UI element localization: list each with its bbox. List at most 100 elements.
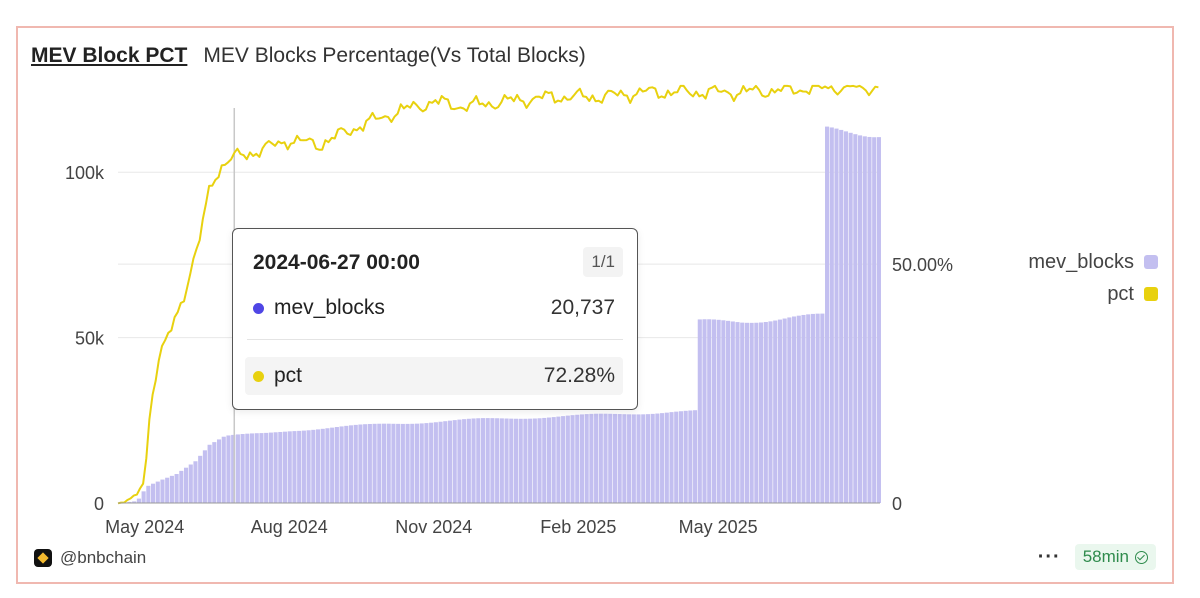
mev-blocks-bar (245, 433, 250, 503)
mev-blocks-bar (438, 421, 443, 503)
mev-blocks-bar (636, 414, 641, 503)
mev-blocks-bar (268, 432, 273, 503)
mev-blocks-bar (396, 423, 401, 503)
chart-plot[interactable]: 0 50k 100k 0 50.00% May 2024 Aug 2024 Nov 2024 F… (18, 28, 1172, 582)
mev-blocks-bar (561, 416, 566, 503)
mev-blocks-bar (127, 501, 132, 503)
mev-blocks-bar (183, 467, 189, 503)
mev-blocks-bar (641, 414, 646, 503)
tooltip-date: 2024-06-27 00:00 (253, 251, 420, 274)
mev-blocks-bar (702, 319, 707, 503)
mev-blocks-bar (414, 423, 420, 503)
mev-blocks-bar (282, 431, 288, 503)
mev-blocks-bar (570, 415, 575, 503)
chart-legend: mev_blocks pct (1028, 246, 1158, 310)
tooltip-divider (247, 339, 623, 340)
refresh-time: 58min (1082, 547, 1129, 566)
mev-blocks-bar (306, 430, 311, 503)
mev-blocks-bar (697, 319, 702, 503)
tooltip-series-value: 20,737 (550, 296, 615, 319)
chart-tooltip: 2024-06-27 00:00 1/1 mev_blocks 20,737 p… (232, 228, 638, 410)
check-circle-icon (1135, 550, 1148, 564)
mev-blocks-bar (433, 422, 438, 503)
mev-blocks-bar (509, 418, 514, 503)
mev-blocks-bar (363, 424, 368, 503)
legend-swatch-icon (1144, 255, 1158, 269)
mev-blocks-bar (301, 430, 306, 503)
mev-blocks-bar (193, 461, 198, 503)
chart-subtitle: MEV Blocks Percentage(Vs Total Blocks) (203, 44, 586, 67)
mev-blocks-bar (419, 423, 424, 503)
bnb-logo-icon (34, 549, 52, 567)
y-left-tick-label: 50k (75, 329, 105, 349)
mev-blocks-bar (707, 319, 712, 503)
mev-blocks-bar (730, 321, 735, 503)
tooltip-row-pct: pct 72.28% (245, 357, 623, 395)
mev-blocks-bar (198, 455, 203, 503)
mev-blocks-bar (447, 420, 453, 503)
mev-blocks-bar (155, 481, 160, 503)
mev-blocks-bar (278, 431, 283, 503)
mev-blocks-bar (466, 418, 471, 503)
mev-blocks-bar (315, 429, 321, 503)
mev-blocks-bar (645, 414, 651, 503)
mev-blocks-bar (796, 315, 801, 503)
tooltip-page-indicator: 1/1 (583, 247, 623, 277)
mev-blocks-bar (179, 470, 184, 503)
mev-blocks-bar (782, 318, 787, 503)
mev-blocks-bar (773, 320, 778, 503)
mev-blocks-bar (353, 424, 358, 503)
mev-blocks-bar (424, 423, 429, 503)
mev-blocks-bar (287, 431, 292, 503)
mev-blocks-bar (608, 413, 613, 503)
mev-blocks-bar (146, 485, 151, 503)
series-dot-icon (253, 370, 264, 382)
mev-blocks-bar (513, 418, 519, 503)
mev-blocks-bar (688, 410, 693, 503)
mev-blocks-bar (443, 421, 448, 503)
y-right-tick-label: 50.00% (892, 255, 953, 275)
y-right-tick-label: 0 (892, 494, 902, 514)
mev-blocks-bar (693, 410, 698, 503)
mev-blocks-bar (754, 322, 759, 503)
mev-blocks-bar (815, 313, 820, 503)
legend-item-pct[interactable]: pct (1028, 278, 1158, 310)
mev-blocks-bar (603, 413, 608, 503)
mev-blocks-bar (787, 317, 792, 503)
mev-blocks-bar (165, 477, 170, 503)
legend-item-mev-blocks[interactable]: mev_blocks (1028, 246, 1158, 278)
tooltip-series-name: pct (274, 364, 303, 387)
mev-blocks-bar (551, 417, 556, 503)
y-left-tick-label: 0 (94, 494, 104, 514)
mev-blocks-bar (537, 418, 542, 503)
mev-blocks-bar (853, 134, 858, 503)
source-handle: @bnbchain (60, 548, 147, 567)
legend-label: pct (1107, 282, 1134, 305)
legend-label: mev_blocks (1028, 250, 1134, 273)
mev-blocks-bar (476, 418, 481, 503)
refresh-badge: 58min (1074, 544, 1156, 570)
mev-blocks-bar (612, 413, 618, 503)
tooltip-row-mev-blocks: mev_blocks 20,737 (245, 289, 623, 327)
x-tick-label: Feb 2025 (540, 517, 616, 537)
mev-blocks-bar (617, 414, 622, 503)
mev-blocks-bar (391, 423, 396, 503)
chart-card: MEV Block PCT MEV Blocks Percentage(Vs T… (16, 26, 1174, 584)
mev-blocks-bar (810, 313, 815, 503)
x-tick-label: May 2025 (679, 517, 758, 537)
mev-blocks-bar (876, 137, 881, 503)
footer-actions: ··· 58min (1038, 544, 1156, 570)
mev-blocks-bar (504, 418, 509, 503)
mev-blocks-bar (542, 417, 547, 503)
mev-blocks-bar (231, 434, 236, 503)
more-options-button[interactable]: ··· (1037, 545, 1061, 568)
mev-blocks-bar (768, 321, 773, 503)
mev-blocks-bar (429, 422, 434, 503)
mev-blocks-bar (683, 410, 688, 503)
chart-title-link[interactable]: MEV Block PCT (31, 44, 188, 67)
tooltip-series-name: mev_blocks (274, 296, 385, 319)
mev-blocks-bar (141, 491, 146, 503)
mev-blocks-bar (405, 423, 410, 503)
mev-blocks-bar (622, 414, 627, 503)
mev-blocks-bar (664, 412, 669, 503)
